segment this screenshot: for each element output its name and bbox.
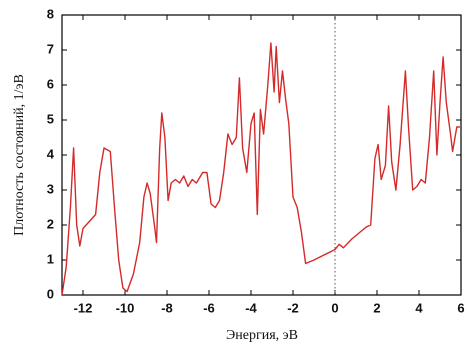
y-tick-label: 2 [47, 216, 54, 231]
plot-frame [61, 14, 462, 296]
y-axis-label: Плотность состояний, 1/эВ [12, 74, 27, 236]
y-tick-label: 1 [47, 251, 54, 266]
x-axis-label: Энергия, эВ [226, 328, 298, 343]
x-tick-label: 0 [331, 300, 338, 315]
x-tick-label: 4 [415, 300, 423, 315]
x-tick-label: -2 [287, 300, 299, 315]
y-tick-label: 4 [47, 146, 55, 161]
x-tick-label: -4 [245, 300, 257, 315]
x-tick-label: 2 [373, 300, 380, 315]
y-tick-label: 5 [47, 111, 54, 126]
dos-line [61, 42, 460, 296]
y-tick-label: 6 [47, 76, 54, 91]
y-tick-label: 8 [47, 6, 54, 21]
x-tick-label: -8 [161, 300, 173, 315]
y-tick-label: 0 [47, 286, 54, 301]
x-tick-label: -10 [116, 300, 135, 315]
y-tick-label: 3 [47, 181, 54, 196]
x-tick-label: -12 [74, 300, 93, 315]
x-tick-label: 6 [457, 300, 464, 315]
y-tick-label: 7 [47, 41, 54, 56]
x-tick-label: -6 [203, 300, 215, 315]
